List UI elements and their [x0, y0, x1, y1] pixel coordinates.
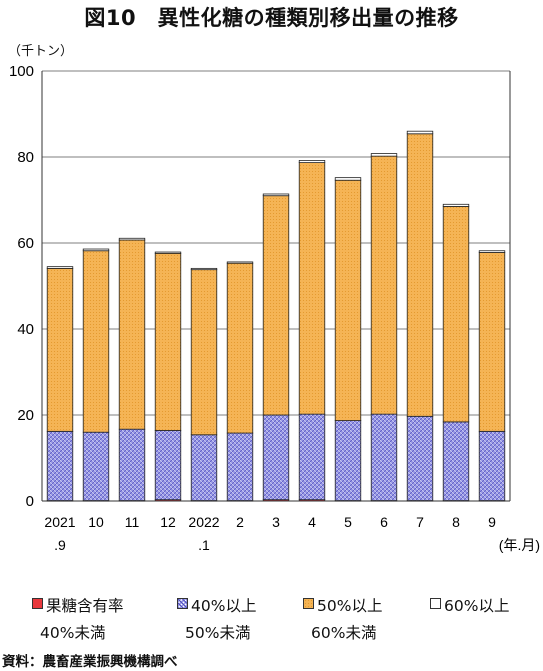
- bar-segment-1-5: [226, 432, 254, 501]
- bar-segment-1-8: [334, 420, 362, 501]
- bar-segment-3-8: [334, 177, 362, 181]
- bar-segment-3-12: [478, 250, 506, 253]
- x-tick-label: 2021: [44, 514, 75, 530]
- bar-segment-2-5: [226, 262, 254, 434]
- bar-segment-2-0: [46, 267, 74, 432]
- legend-swatch: [303, 598, 314, 609]
- x-tick-label: 6: [380, 514, 388, 530]
- x-tick-label: .1: [198, 537, 210, 553]
- source-note: 資料：農畜産業振興機構調べ: [2, 654, 178, 670]
- bar-segment-2-1: [82, 250, 110, 433]
- legend-label-line2: 60%未満: [311, 624, 377, 642]
- bar-segment-1-4: [190, 434, 218, 501]
- bar-segment-3-4: [190, 267, 218, 271]
- x-tick-label: 11: [125, 514, 140, 530]
- y-tick-label: 100: [9, 63, 34, 80]
- bar-segment-2-7: [298, 162, 326, 415]
- bar-segment-3-0: [46, 266, 74, 269]
- bar-segment-2-10: [406, 133, 434, 417]
- x-tick-label: 9: [488, 514, 496, 530]
- legend-swatch: [32, 598, 43, 609]
- x-axis-unit-label: (年.月): [499, 537, 540, 553]
- bars: [46, 130, 506, 502]
- bar-segment-3-9: [370, 153, 398, 157]
- x-tick-label: .9: [54, 537, 66, 553]
- legend-label: 40%以上: [191, 597, 257, 615]
- legend-label: 50%以上: [317, 597, 383, 615]
- legend-label: 果糖含有率: [46, 597, 124, 615]
- x-tick-labels: 2021 .9 10 11 12 2022 .1 2 3 4 5 6 7 8 9: [44, 514, 496, 553]
- bar-segment-3-2: [118, 237, 146, 241]
- legend-label: 60%以上: [444, 597, 510, 615]
- x-tick-label: 12: [160, 514, 176, 530]
- bar-segment-3-3: [154, 251, 182, 254]
- bar-segment-2-8: [334, 179, 362, 421]
- legend-swatch: [430, 598, 441, 609]
- x-tick-label: 4: [308, 514, 316, 530]
- bar-segment-3-11: [442, 203, 470, 207]
- bar-segment-2-4: [190, 269, 218, 436]
- bar-segment-2-6: [262, 195, 290, 416]
- bar-segment-3-6: [262, 193, 290, 197]
- y-axis-unit-label: （千トン）: [8, 44, 74, 59]
- chart-title: 図10 異性化糖の種類別移出量の推移: [84, 6, 459, 30]
- bar-segment-1-12: [478, 430, 506, 501]
- bar-segment-2-11: [442, 206, 470, 423]
- x-tick-label: 3: [272, 514, 280, 530]
- x-tick-label: 8: [452, 514, 460, 530]
- bar-segment-1-11: [442, 421, 470, 501]
- bar-segment-2-2: [118, 239, 146, 430]
- bar-segment-1-7: [298, 413, 326, 501]
- y-tick-label: 20: [17, 407, 34, 424]
- legend-label-line2: 40%未満: [40, 624, 106, 642]
- bar-segment-1-3: [154, 430, 182, 501]
- x-tick-label: 2022: [188, 514, 219, 530]
- y-tick-label: 80: [17, 149, 34, 166]
- bar-segment-3-7: [298, 160, 326, 163]
- x-tick-label: 2: [236, 514, 244, 530]
- bar-segment-1-9: [370, 413, 398, 501]
- y-tick-labels: 0 20 40 60 80 100: [9, 63, 34, 510]
- bar-segment-2-3: [154, 252, 182, 431]
- x-tick-label: 7: [416, 514, 424, 530]
- y-tick-label: 40: [17, 321, 34, 338]
- legend: 果糖含有率 40%未満 40%以上 50%未満 50%以上 60%未満 60%以…: [0, 594, 543, 646]
- bar-segment-2-12: [478, 252, 506, 432]
- bar-segment-1-10: [406, 415, 434, 501]
- legend-label-line2: 50%未満: [185, 624, 251, 642]
- y-tick-label: 0: [26, 493, 34, 510]
- x-tick-label: 10: [88, 514, 104, 530]
- bar-segment-1-6: [262, 414, 290, 501]
- bar-segment-1-0: [46, 430, 74, 501]
- x-tick-label: 5: [344, 514, 352, 530]
- bar-segment-1-2: [118, 428, 146, 501]
- bar-segment-3-1: [82, 248, 110, 252]
- bar-segment-3-5: [226, 261, 254, 264]
- legend-swatch: [177, 598, 188, 609]
- bar-segment-1-1: [82, 431, 110, 501]
- bar-segment-2-9: [370, 155, 398, 415]
- bar-segment-3-10: [406, 130, 434, 135]
- y-tick-label: 60: [17, 235, 34, 252]
